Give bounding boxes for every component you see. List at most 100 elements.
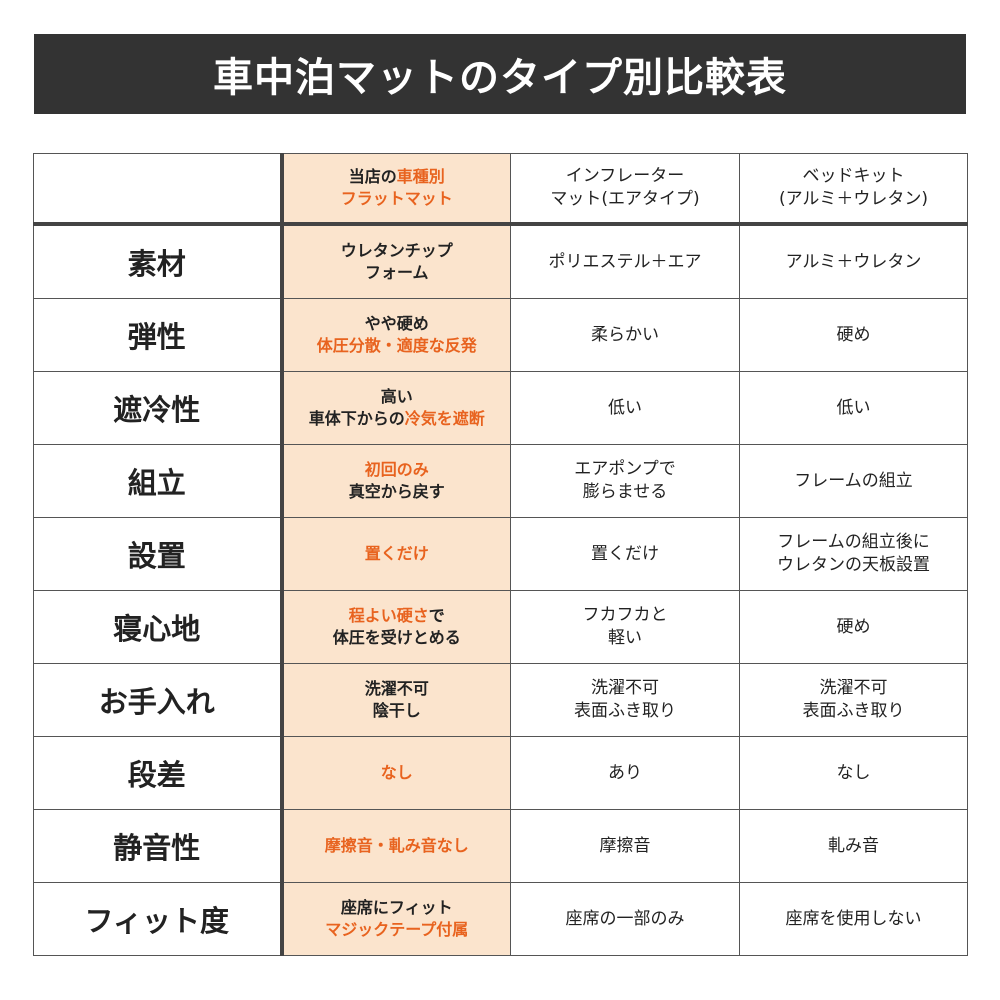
- cell-line: 陰干し: [286, 700, 509, 722]
- highlight-text: マジックテープ付属: [325, 920, 469, 939]
- cell-inflator: エアポンプで 膨らませる: [510, 444, 740, 518]
- cell-text: 摩擦音: [599, 835, 651, 856]
- cell-line: フォーム: [286, 262, 509, 284]
- header-ours: 当店の車種別 フラットマット: [279, 153, 511, 226]
- cell-text: ウレタンの天板設置: [777, 555, 930, 575]
- cell-bedkit: 硬め: [739, 590, 968, 664]
- cell-ours: 摩擦音・軋み音なし: [279, 809, 511, 883]
- cell-bedkit: フレームの組立後に ウレタンの天板設置: [739, 517, 968, 591]
- header-inflator: インフレーター マット(エアタイプ): [510, 153, 740, 226]
- cell-text: 低い: [608, 397, 642, 418]
- cell-text: 洗濯不可: [591, 678, 659, 698]
- comparison-table: 当店の車種別 フラットマット インフレーター マット(エアタイプ) ベッドキット (ア…: [33, 153, 968, 956]
- table-row: お手入れ 洗濯不可 陰干し 洗濯不可 表面ふき取り 洗濯不可 表面ふき取り: [33, 663, 968, 737]
- highlight-text: なし: [380, 763, 413, 782]
- cell-text: アルミ＋ウレタン: [785, 251, 922, 272]
- row-label: 段差: [33, 736, 282, 810]
- cell-text: 柔らかい: [591, 324, 659, 345]
- cell-text: (アルミ＋ウレタン): [778, 189, 929, 209]
- header-bedkit: ベッドキット (アルミ＋ウレタン): [739, 153, 968, 226]
- table-row: 静音性 摩擦音・軋み音なし 摩擦音 軋み音: [33, 809, 968, 883]
- table-row: 弾性 やや硬め 体圧分散・適度な反発 柔らかい 硬め: [33, 298, 968, 372]
- cell-text: 車体下からの: [308, 409, 405, 428]
- table-row: 段差 なし あり なし: [33, 736, 968, 810]
- cell-inflator: 置くだけ: [510, 517, 740, 591]
- cell-ours: 座席にフィット マジックテープ付属: [279, 882, 511, 956]
- highlight-text: 体圧分散・適度な反発: [316, 336, 477, 355]
- cell-text: 体圧を受けとめる: [332, 628, 461, 647]
- cell-bedkit: 硬め: [739, 298, 968, 372]
- cell-line: 真空から戻す: [286, 481, 509, 503]
- cell-text: マット(エアタイプ): [550, 189, 700, 209]
- cell-ours: 初回のみ 真空から戻す: [279, 444, 511, 518]
- cell-inflator: 洗濯不可表面ふき取り: [510, 663, 740, 737]
- comparison-table-body: 当店の車種別 フラットマット インフレーター マット(エアタイプ) ベッドキット (ア…: [33, 153, 968, 956]
- cell-ours: やや硬め体圧分散・適度な反発: [279, 298, 511, 372]
- highlight-text: 冷気を遮断: [404, 409, 485, 428]
- highlight-text: フラットマット: [340, 189, 453, 208]
- row-label: 寝心地: [33, 590, 282, 664]
- cell-line: なし: [286, 762, 509, 784]
- cell-line: 摩擦音・軋み音なし: [286, 835, 509, 857]
- cell-text: 座席にフィット: [340, 898, 453, 917]
- cell-ours: 洗濯不可 陰干し: [279, 663, 511, 737]
- cell-text: なし: [836, 762, 871, 783]
- cell-text: 陰干し: [372, 701, 421, 720]
- row-label: フィット度: [33, 882, 282, 956]
- cell-text: フレームの組立: [794, 470, 913, 491]
- table-row: 遮冷性 高い 車体下からの冷気を遮断 低い 低い: [33, 371, 968, 445]
- row-label: 弾性: [33, 298, 282, 372]
- cell-text: インフレーター: [565, 166, 685, 186]
- cell-text: 表面ふき取り: [574, 701, 676, 721]
- cell-text: エアポンプで: [574, 459, 676, 479]
- highlight-text: 摩擦音・軋み音なし: [324, 836, 469, 855]
- cell-inflator: あり: [510, 736, 740, 810]
- cell-text: 洗濯不可: [364, 679, 429, 698]
- cell-inflator: ポリエステル＋エア: [510, 223, 740, 299]
- cell-inflator: 座席の一部のみ: [510, 882, 740, 956]
- cell-text: 当店の: [348, 167, 397, 186]
- cell-line: マジックテープ付属: [286, 919, 509, 941]
- row-label: お手入れ: [33, 663, 282, 737]
- cell-text: 硬め: [836, 616, 871, 637]
- cell-ours: 程よい硬さで 体圧を受けとめる: [279, 590, 511, 664]
- cell-text: やや硬め: [364, 314, 429, 333]
- cell-bedkit: 洗濯不可 表面ふき取り: [739, 663, 968, 737]
- cell-bedkit: なし: [739, 736, 968, 810]
- cell-inflator: 摩擦音: [510, 809, 740, 883]
- row-label: 設置: [33, 517, 282, 591]
- cell-line: 初回のみ: [286, 459, 509, 481]
- cell-text: 軋み音: [828, 835, 879, 856]
- cell-text: 低い: [836, 397, 871, 418]
- cell-line: 座席にフィット: [286, 897, 509, 919]
- cell-text: ベッドキット: [802, 166, 905, 186]
- cell-bedkit: フレームの組立: [739, 444, 968, 518]
- cell-line: 洗濯不可: [286, 678, 509, 700]
- cell-line: フラットマット: [286, 188, 509, 210]
- row-label: 素材: [33, 223, 282, 299]
- cell-line: 当店の車種別: [286, 166, 509, 188]
- cell-inflator: 低い: [510, 371, 740, 445]
- highlight-text: 程よい硬さ: [348, 606, 429, 625]
- cell-line: 車体下からの冷気を遮断: [286, 408, 509, 430]
- cell-text: フレームの組立後に: [777, 532, 930, 552]
- cell-line: 体圧を受けとめる: [286, 627, 509, 649]
- cell-ours: なし: [279, 736, 511, 810]
- cell-ours: ウレタンチップフォーム: [279, 223, 511, 299]
- cell-text: 高い: [380, 387, 413, 406]
- cell-line: 程よい硬さで: [286, 605, 509, 627]
- cell-line: やや硬め: [286, 313, 509, 335]
- cell-text: 表面ふき取り: [802, 701, 905, 721]
- cell-text: ウレタンチップ: [340, 241, 453, 260]
- row-label: 組立: [33, 444, 282, 518]
- cell-inflator: 柔らかい: [510, 298, 740, 372]
- cell-ours: 置くだけ: [279, 517, 511, 591]
- cell-text: ポリエステル＋エア: [548, 251, 702, 272]
- cell-text: 膨らませる: [582, 482, 668, 502]
- cell-line: 置くだけ: [286, 543, 509, 565]
- cell-line: 高い: [286, 386, 509, 408]
- cell-bedkit: 低い: [739, 371, 968, 445]
- cell-line: ウレタンチップ: [286, 240, 509, 262]
- cell-text: 真空から戻す: [348, 482, 445, 501]
- cell-bedkit: 座席を使用しない: [739, 882, 968, 956]
